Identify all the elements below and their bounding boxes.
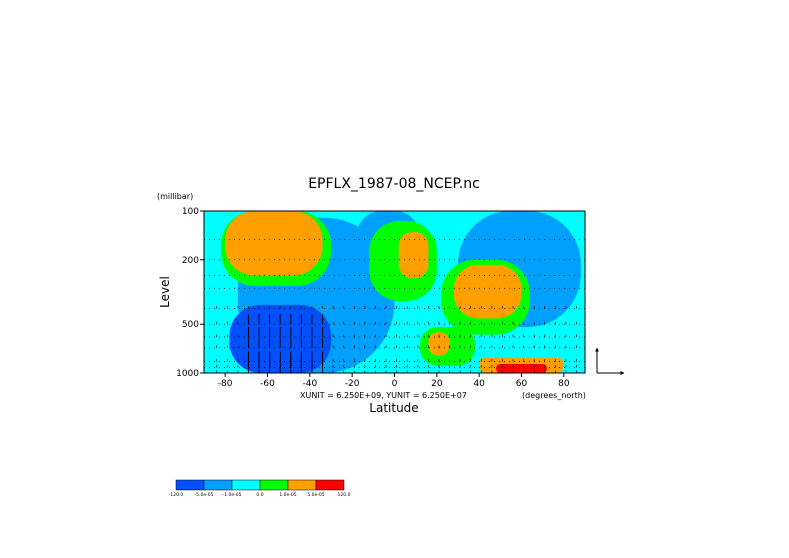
legend-level-label: 120.0 [338, 492, 351, 498]
y-tick-label: 100 [182, 207, 199, 217]
x-tick-label: 20 [431, 379, 443, 389]
x-tick-label: 40 [473, 379, 485, 389]
legend-level-label: 1.0e-05 [279, 492, 296, 498]
legend-swatch [315, 479, 345, 491]
contour-region [496, 364, 547, 373]
vector-reference-arrows [595, 347, 625, 375]
y-axis-label: Level [158, 276, 172, 308]
y-unit-label: (millibar) [157, 192, 193, 201]
x-axis-label: Latitude [369, 401, 418, 415]
legend-swatch [231, 479, 261, 491]
legend-swatch [287, 479, 317, 491]
vector-scale-note: XUNIT = 6.250E+09, YUNIT = 6.250E+07 [300, 391, 467, 400]
y-tick-label: 200 [182, 256, 199, 266]
x-tick-label: 0 [392, 379, 398, 389]
y-tick-label: 500 [182, 320, 199, 330]
contour-region [398, 232, 429, 279]
legend-swatch [259, 479, 289, 491]
y-axis: 100 200 500 1000 [176, 207, 204, 379]
legend-level-label: 5.0e-05 [307, 492, 324, 498]
legend-level-label: -1.0e-05 [223, 492, 242, 498]
contour-region [428, 332, 450, 356]
contour-fills [204, 211, 585, 373]
legend-level-label: 0.0 [256, 492, 263, 498]
chart-title: EPFLX_1987-08_NCEP.nc [308, 176, 480, 192]
contour-region [453, 264, 522, 319]
x-axis: -80 -60 -40 -20 0 20 40 60 80 [218, 373, 570, 389]
x-tick-label: -40 [302, 379, 317, 389]
x-tick-label: -80 [218, 379, 233, 389]
color-legend: -120.0 -5.0e-05 -1.0e-05 0.0 1.0e-05 5.0e-05 1… [169, 479, 351, 498]
x-tick-label: -60 [260, 379, 275, 389]
contour-region [225, 211, 323, 276]
y-tick-label: 1000 [176, 369, 199, 379]
legend-swatch [203, 479, 233, 491]
x-tick-label: 60 [516, 379, 528, 389]
legend-level-label: -5.0e-05 [195, 492, 214, 498]
ep-flux-vectors [216, 306, 577, 373]
x-tick-label: -20 [345, 379, 360, 389]
x-tick-label: 80 [558, 379, 570, 389]
x-unit-label: (degrees_north) [522, 391, 586, 400]
legend-swatch [175, 479, 205, 491]
legend-level-label: -120.0 [169, 492, 184, 498]
